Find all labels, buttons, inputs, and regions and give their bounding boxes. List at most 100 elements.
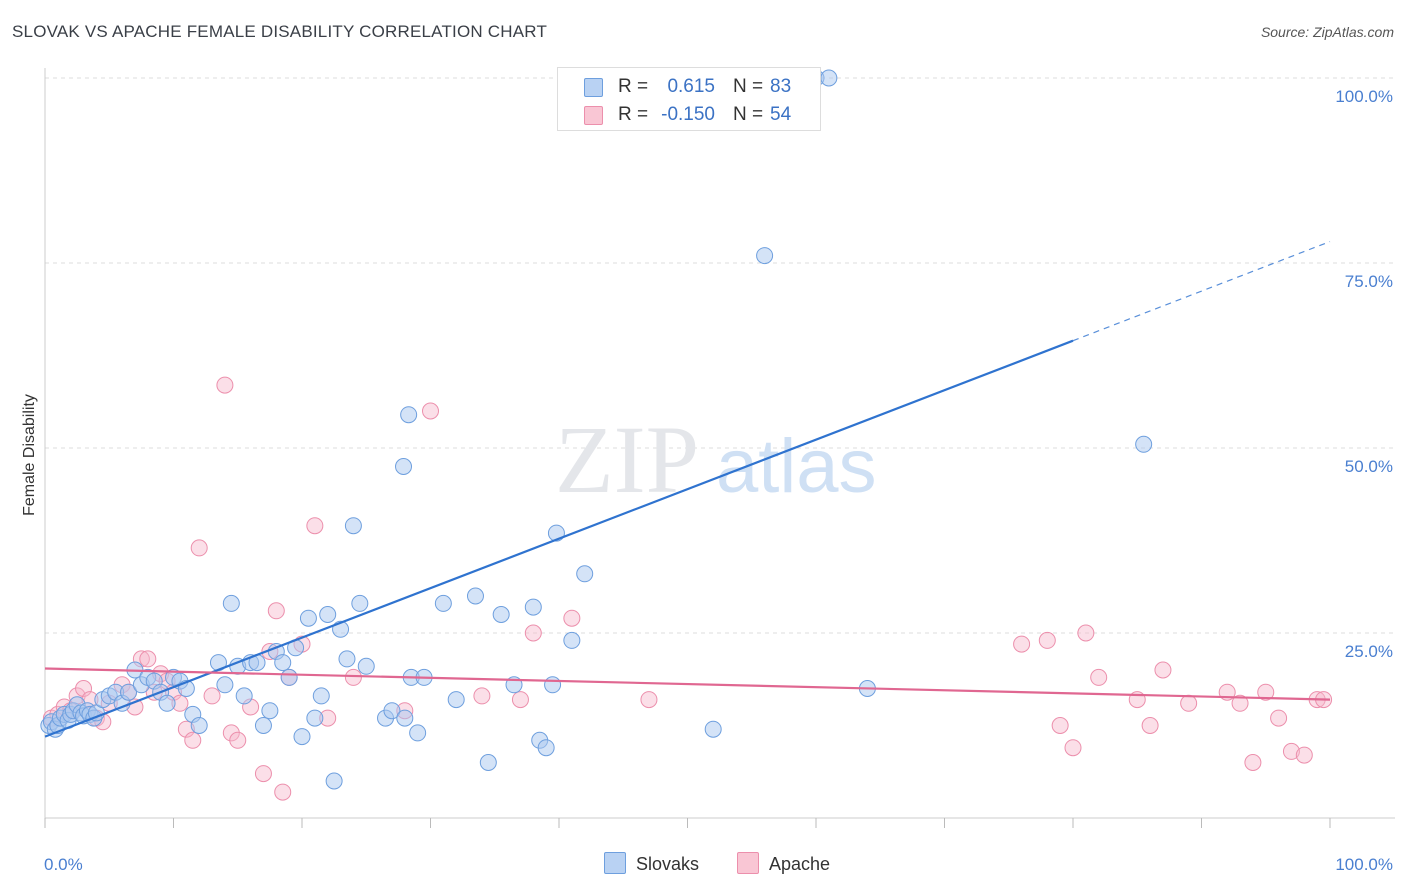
slovaks-point — [563, 631, 581, 649]
watermark-atlas: atlas — [716, 424, 877, 509]
apache-point — [139, 650, 157, 668]
slovaks-point — [492, 606, 510, 623]
legend-n-value: 83 — [770, 76, 792, 97]
apache-swatch — [584, 106, 603, 125]
slovaks-point — [447, 691, 465, 709]
apache-legend-swatch — [737, 852, 759, 874]
slovaks-legend-label: Slovaks — [636, 854, 700, 874]
apache-point — [1180, 694, 1198, 712]
slovaks-point — [299, 609, 317, 627]
apache-point — [254, 765, 272, 783]
slovaks-point — [357, 657, 375, 675]
grid-lines — [45, 77, 1395, 634]
bottom-legend-slovaks: Slovaks — [604, 852, 699, 875]
slovaks-point — [216, 676, 234, 694]
legend-n-label: N = — [733, 104, 764, 125]
slovaks-point — [537, 739, 555, 757]
apache-point — [344, 668, 362, 686]
apache-point — [640, 691, 658, 709]
apache-point — [1077, 624, 1095, 642]
slovaks-point — [383, 702, 401, 720]
apache-point — [1013, 635, 1031, 653]
apache-point — [1295, 746, 1313, 764]
apache-point — [1270, 709, 1288, 727]
apache-point — [1257, 683, 1275, 701]
watermark-zip: ZIP — [555, 406, 699, 513]
slovaks-point — [409, 724, 427, 742]
slovaks-point — [576, 565, 594, 583]
legend-r-value: -0.150 — [661, 104, 715, 125]
slovaks-point — [261, 702, 279, 720]
y-axis-label: Female Disability — [21, 394, 38, 516]
slovaks-point — [820, 69, 838, 87]
slovaks-point — [120, 683, 138, 701]
apache-point — [274, 783, 292, 801]
apache-point — [473, 687, 491, 705]
legend-r-label: R = — [618, 76, 649, 97]
y-tick-label: 75.0% — [1345, 272, 1393, 291]
apache-point — [1154, 661, 1172, 679]
slovaks-point — [280, 668, 298, 686]
legend-row-apache: R = -0.150 N = 54 — [558, 102, 820, 130]
slovaks-point — [395, 458, 413, 475]
chart-title: SLOVAK VS APACHE FEMALE DISABILITY CORRE… — [12, 22, 548, 41]
x-tick-label-max: 100.0% — [1335, 855, 1393, 874]
apache-point — [524, 624, 542, 642]
watermark: ZIP atlas — [555, 406, 877, 513]
y-tick-label: 100.0% — [1335, 87, 1393, 106]
slovaks-point — [434, 594, 452, 612]
apache-point — [511, 691, 529, 709]
slovaks-point — [400, 406, 418, 424]
slovaks-point — [396, 709, 414, 727]
slovaks-point — [190, 717, 208, 734]
apache-trend-line — [44, 667, 1331, 701]
chart-source: Source: ZipAtlas.com — [1260, 24, 1394, 40]
slovaks-point — [479, 754, 497, 771]
slovaks-point — [466, 587, 484, 605]
slovaks-point — [351, 594, 369, 612]
slovaks-trend-extension — [1072, 240, 1331, 342]
legend-n-value: 54 — [770, 104, 792, 125]
slovaks-point — [312, 687, 330, 705]
slovaks-point — [1135, 435, 1153, 453]
apache-point — [306, 517, 324, 535]
slovaks-point — [325, 772, 343, 790]
slovaks-point — [293, 728, 311, 746]
apache-point — [75, 680, 93, 697]
y-tick-label: 25.0% — [1345, 642, 1393, 661]
slovaks-point — [158, 694, 176, 712]
apache-point — [1038, 631, 1056, 649]
axes — [44, 68, 1395, 828]
slovaks-point — [254, 717, 272, 734]
apache-point — [184, 731, 202, 749]
x-tick-label-min: 0.0% — [44, 855, 83, 874]
legend-r-label: R = — [618, 104, 649, 125]
apache-point — [229, 731, 247, 749]
slovaks-point — [544, 676, 562, 694]
apache-point — [1282, 742, 1300, 760]
slovaks-point — [338, 650, 356, 668]
apache-point — [422, 402, 439, 420]
apache-point — [1090, 668, 1108, 686]
slovaks-point — [756, 247, 774, 265]
slovaks-point — [222, 594, 240, 612]
slovaks-point — [319, 606, 337, 623]
apache-point — [203, 687, 221, 705]
apache-point — [1051, 717, 1069, 734]
slovaks-point — [344, 517, 362, 535]
slovaks-point — [306, 709, 324, 727]
slovaks-point — [235, 687, 253, 705]
slovaks-trend-line — [44, 339, 1074, 738]
apache-point — [563, 609, 581, 627]
slovaks-point — [704, 720, 722, 738]
apache-point — [190, 539, 208, 557]
slovaks-swatch — [584, 78, 603, 97]
legend-row-slovaks: R = 0.615 N = 83 — [558, 74, 820, 102]
legend-r-value: 0.615 — [667, 76, 715, 97]
legend-n-label: N = — [733, 76, 764, 97]
apache-point — [1244, 754, 1262, 771]
apache-point — [1141, 717, 1159, 734]
bottom-legend-apache: Apache — [737, 852, 830, 875]
apache-legend-label: Apache — [769, 854, 831, 874]
